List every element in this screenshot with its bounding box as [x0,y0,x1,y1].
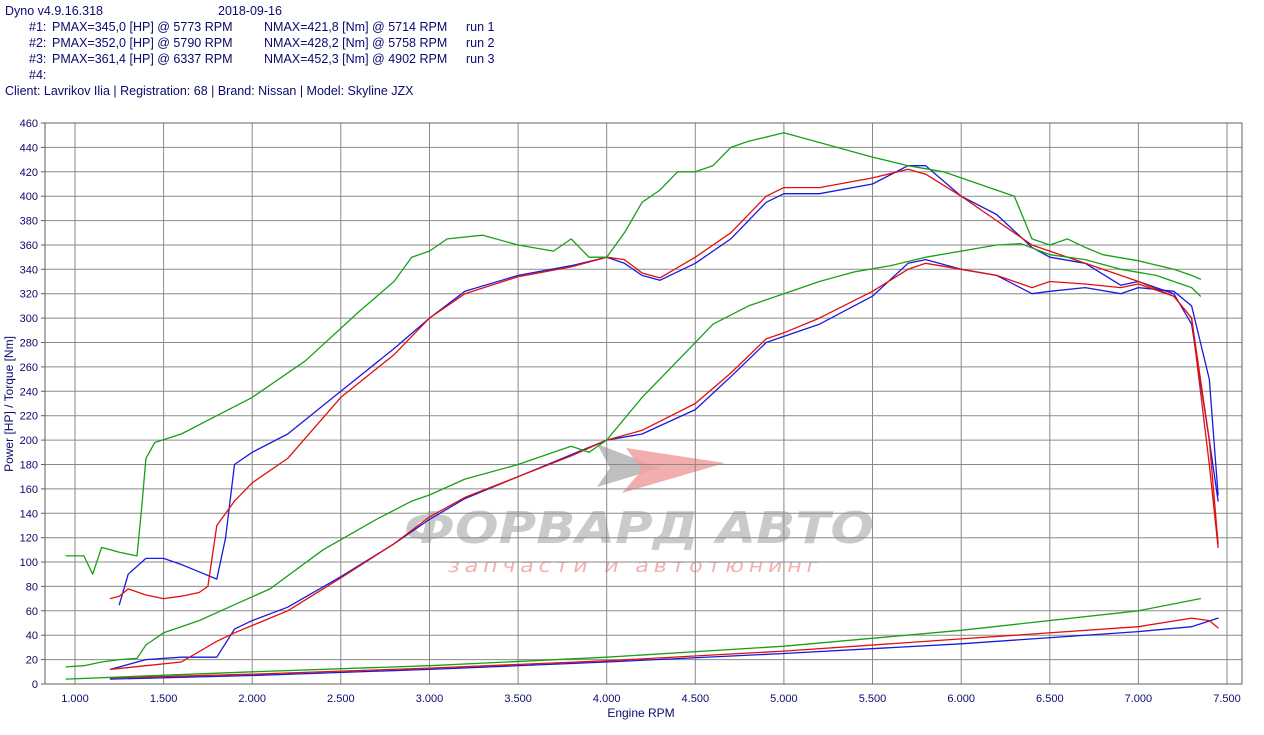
y-tick-label: 260 [20,362,38,374]
run-4-id: #4: [29,68,47,82]
x-tick-label: 2.500 [327,693,355,705]
plot-frame [44,122,1243,685]
y-tick-label: 340 [20,264,38,276]
x-tick-label: 3.000 [416,693,444,705]
y-tick-label: 360 [20,240,38,252]
y-tick-label: 80 [26,581,38,593]
grid-lines [45,122,1242,684]
y-tick-label: 200 [20,435,38,447]
run-2-id: #2: [29,36,47,50]
run-2-pmax: PMAX=352,0 [HP] @ 5790 RPM [52,36,233,50]
x-tick-label: 3.500 [504,693,532,705]
x-tick-label: 2.000 [238,693,266,705]
y-tick-label: 400 [20,191,38,203]
watermark-brand: ФОРВАРД АВТО [404,503,874,554]
y-axis-label: Power [HP] / Torque [Nm] [2,336,16,472]
x-tick-label: 5.500 [859,693,887,705]
x-axis-ticks: 1.000 1.500 2.000 2.500 3.000 3.500 4.000 4.500… [61,693,1241,705]
y-tick-label: 140 [20,508,38,520]
client-info: Client: Lavrikov Ilia | Registration: 68… [5,84,414,98]
run-1-nmax: NMAX=421,8 [Nm] @ 5714 RPM [264,20,448,34]
x-tick-label: 1.500 [150,693,178,705]
run-2-loss-curve [109,617,1219,679]
run-2-label: run 2 [466,36,495,50]
x-tick-label: 6.500 [1036,693,1064,705]
header-block: Dyno v4.9.16.318 2018-09-16 #1: PMAX=345… [5,3,495,355]
run-3-nmax: NMAX=452,3 [Nm] @ 4902 RPM [264,52,448,66]
y-tick-label: 460 [20,118,38,130]
y-tick-label: 40 [26,630,38,642]
y-tick-label: 0 [32,679,38,691]
y-tick-label: 100 [20,557,38,569]
y-tick-label: 240 [20,386,38,398]
y-tick-label: 320 [20,289,38,301]
x-tick-label: 6.000 [947,693,975,705]
run-2-nmax: NMAX=428,2 [Nm] @ 5758 RPM [264,36,448,50]
y-tick-label: 380 [20,216,38,228]
run-3-torque-curve [65,132,1202,575]
session-date: 2018-09-16 [218,4,282,18]
x-tick-label: 5.000 [770,693,798,705]
x-axis-label: Engine RPM [607,706,674,720]
logo-arrow-gray [597,444,660,487]
run-1-loss-curve [109,617,1219,680]
y-tick-label: 160 [20,484,38,496]
curves [65,132,1219,680]
app-version: Dyno v4.9.16.318 [5,4,103,18]
run-3-pmax: PMAX=361,4 [HP] @ 6337 RPM [52,52,233,66]
y-tick-label: 420 [20,167,38,179]
run-3-power-curve [65,243,1202,668]
y-tick-label: 300 [20,313,38,325]
run-3-id: #3: [29,52,47,66]
run-1-pmax: PMAX=345,0 [HP] @ 5773 RPM [52,20,233,34]
x-tick-label: 4.000 [593,693,621,705]
y-axis-ticks: 0 20 40 60 80 100 120 140 160 180 200 220 240 260 280 3… [20,118,45,691]
logo-arrow-red [622,448,725,493]
y-tick-label: 220 [20,411,38,423]
y-tick-label: 280 [20,338,38,350]
run-1-label: run 1 [466,20,495,34]
y-tick-label: 180 [20,460,38,472]
run-1-id: #1: [29,20,47,34]
run-1-power-curve [109,258,1219,671]
x-tick-label: 7.000 [1125,693,1153,705]
y-tick-label: 20 [26,655,38,667]
run-2-torque-curve [109,168,1219,600]
watermark-tagline: запчасти и автотюнинг [448,555,823,577]
x-tick-label: 7.500 [1213,693,1241,705]
run-3-label: run 3 [466,52,495,66]
x-tick-label: 1.000 [61,693,89,705]
run-3-loss-curve [65,597,1202,680]
brand-watermark: ФОРВАРД АВТО запчасти и автотюнинг [404,444,874,577]
run-2-power-curve [109,262,1219,671]
y-tick-label: 440 [20,142,38,154]
y-tick-label: 120 [20,533,38,545]
x-tick-label: 4.500 [682,693,710,705]
y-tick-label: 60 [26,606,38,618]
run-1-torque-curve [118,165,1219,606]
